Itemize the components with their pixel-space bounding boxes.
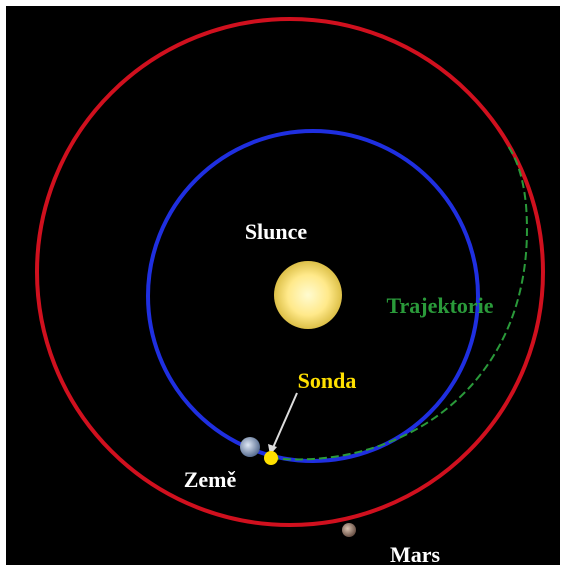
diagram: Slunce Trajektorie Sonda Země Mars <box>0 0 566 571</box>
probe-label: Sonda <box>298 368 357 393</box>
mars-label: Mars <box>390 542 441 567</box>
trajectory-label: Trajektorie <box>386 293 493 318</box>
sun <box>274 261 342 329</box>
earth <box>240 437 260 457</box>
probe <box>264 451 278 465</box>
page: Slunce Trajektorie Sonda Země Mars (() =… <box>0 0 566 571</box>
earth-label: Země <box>184 467 237 492</box>
sun-label: Slunce <box>245 219 308 244</box>
mars <box>342 523 356 537</box>
